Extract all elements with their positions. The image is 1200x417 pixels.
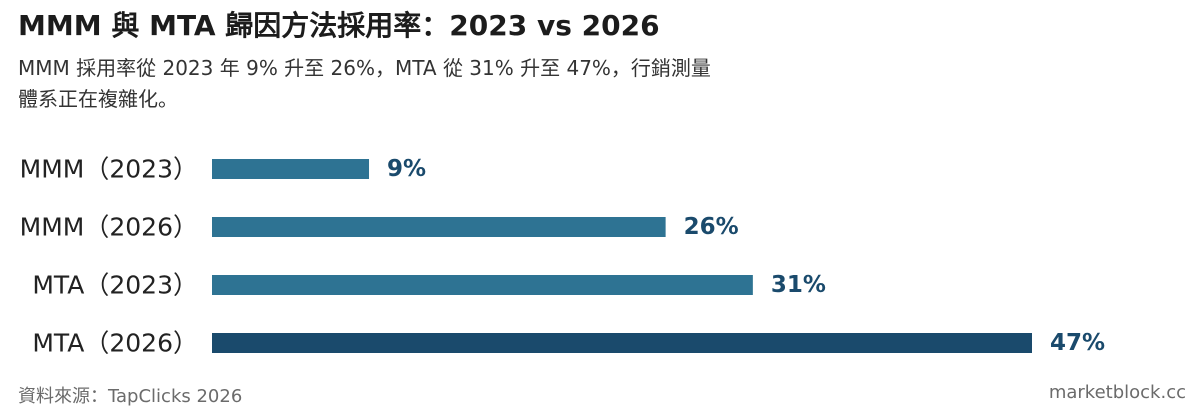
chart-subtitle: MMM 採用率從 2023 年 9% 升至 26%，MTA 從 31% 升至 4… <box>18 56 711 111</box>
bar <box>212 275 753 295</box>
brand-label: marketblock.cc <box>1048 382 1186 403</box>
chart-title: MMM 與 MTA 歸因方法採用率：2023 vs 2026 <box>18 9 660 42</box>
bar <box>212 159 370 179</box>
bar <box>212 217 666 237</box>
value-label: 31% <box>771 272 826 298</box>
category-label: MMM（2023） <box>20 155 198 184</box>
source-note: 資料來源：TapClicks 2026 <box>18 386 243 407</box>
value-label: 47% <box>1050 330 1105 356</box>
category-label: MMM（2026） <box>20 213 198 242</box>
category-label: MTA（2023） <box>32 271 198 300</box>
category-label: MTA（2026） <box>32 329 198 358</box>
value-label: 26% <box>684 214 739 240</box>
bar <box>212 333 1032 353</box>
value-label: 9% <box>387 156 426 182</box>
bar-chart: MMM（2023） 9% MMM（2026） 26% MTA（2023） 31% MTA（2… <box>20 155 1105 358</box>
